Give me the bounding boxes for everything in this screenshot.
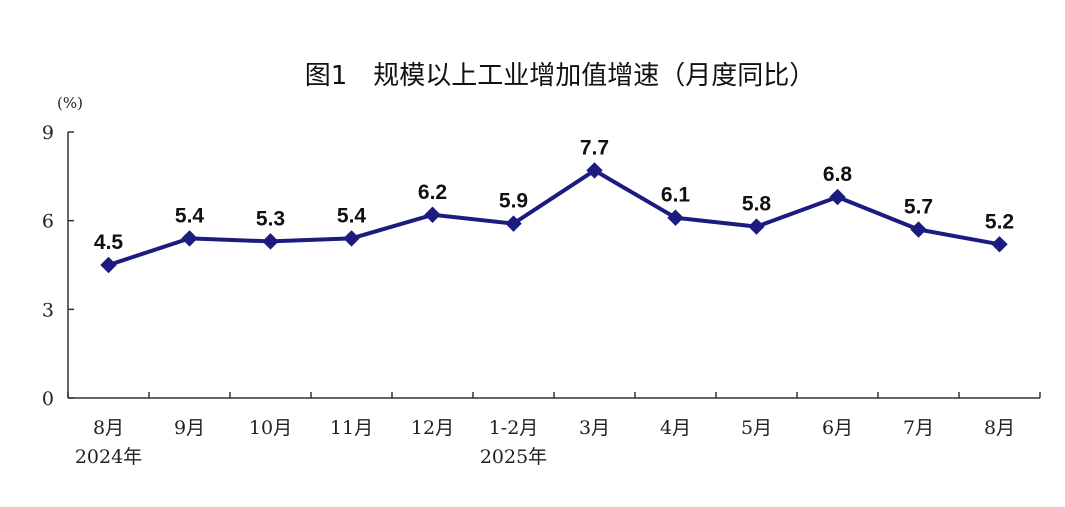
data-label: 5.8: [742, 193, 772, 216]
data-point-marker: [910, 221, 927, 238]
x-tick-label: 5月: [741, 417, 772, 439]
data-point-marker: [262, 233, 279, 250]
data-point-marker: [748, 218, 765, 235]
data-point-marker: [181, 230, 198, 247]
data-point-marker: [505, 215, 522, 232]
y-tick-label: 6: [42, 211, 54, 233]
data-point-marker: [343, 230, 360, 247]
x-year-label: 2025年: [480, 446, 547, 468]
data-label: 5.2: [985, 210, 1014, 233]
x-tick-label: 12月: [411, 417, 454, 439]
data-label: 6.1: [661, 184, 691, 207]
x-tick-label: 3月: [579, 417, 610, 439]
data-point-marker: [424, 206, 441, 223]
x-tick-label: 10月: [249, 417, 292, 439]
data-point-marker: [100, 256, 117, 274]
y-tick-label: 3: [42, 299, 54, 321]
data-label: 6.8: [823, 163, 853, 186]
y-unit-label: (%): [57, 94, 83, 112]
x-tick-label: 1-2月: [489, 417, 539, 439]
data-point-marker: [829, 188, 846, 206]
x-tick-label: 4月: [660, 417, 691, 439]
y-tick-label: 9: [42, 122, 54, 144]
x-tick-label: 7月: [903, 417, 934, 439]
data-label: 4.5: [94, 231, 124, 254]
data-label: 5.3: [256, 207, 285, 230]
chart-title: 图1 规模以上工业增加值增速（月度同比）: [305, 61, 816, 91]
x-year-label: 2024年: [75, 446, 142, 468]
data-label: 5.4: [175, 204, 205, 227]
data-label: 6.2: [418, 181, 447, 204]
x-tick-label: 8月: [93, 417, 124, 439]
x-tick-label: 6月: [822, 417, 853, 439]
data-point-marker: [586, 162, 603, 179]
data-label: 7.7: [580, 136, 609, 159]
x-tick-label: 9月: [174, 417, 205, 439]
data-label: 5.7: [904, 196, 933, 219]
y-tick-label: 0: [42, 388, 54, 410]
data-point-marker: [667, 209, 684, 226]
data-label: 5.4: [337, 204, 367, 227]
x-tick-label: 8月: [984, 417, 1015, 439]
series-line: [107, 168, 1000, 267]
data-point-marker: [991, 236, 1008, 253]
data-label: 5.9: [499, 190, 528, 213]
x-tick-label: 11月: [330, 417, 373, 439]
